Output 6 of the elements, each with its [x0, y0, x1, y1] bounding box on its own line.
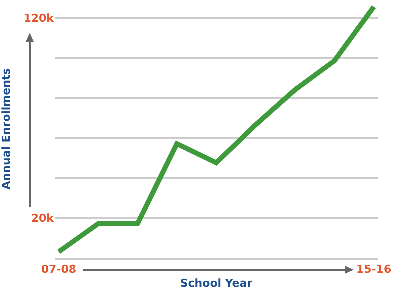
x-tick-label: 07-08 — [41, 263, 77, 276]
x-axis-title: School Year — [180, 276, 254, 290]
y-tick-label: 20k — [31, 212, 55, 225]
y-axis-title: Annual Enrollments — [0, 68, 13, 190]
y-tick-label: 120k — [24, 12, 55, 25]
x-tick-label: 15-16 — [356, 263, 392, 276]
